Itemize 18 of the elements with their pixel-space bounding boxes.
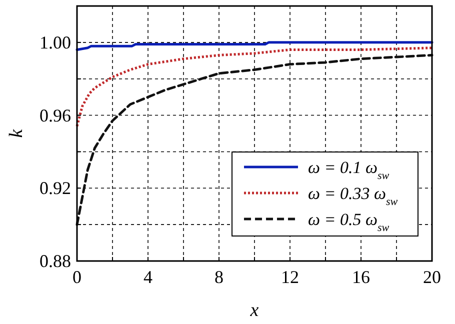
- y-tick-label: 0.88: [40, 251, 71, 271]
- y-tick-label: 0.96: [40, 105, 71, 126]
- x-tick-label: 20: [423, 267, 441, 287]
- x-tick-label: 8: [214, 267, 224, 287]
- y-axis-title: k: [6, 128, 27, 138]
- x-axis-title: x: [249, 300, 260, 321]
- legend-label: ω = 0.5 ω$_{sw}$: [308, 210, 390, 234]
- x-tick-label: 12: [281, 267, 299, 287]
- line-series: [76, 41, 434, 51]
- x-tick-label: 4: [144, 267, 152, 287]
- x-tick-label: 16: [352, 267, 370, 287]
- line-series: [76, 46, 434, 128]
- x-tick-label: 0: [72, 267, 82, 287]
- line-series: [76, 54, 434, 226]
- y-tick-label: 1.00: [40, 32, 71, 52]
- legend-label: ω = 0.1 ω$_{sw}$: [308, 158, 390, 182]
- legend-label: ω = 0.33 ω$_{sw}$: [308, 184, 398, 208]
- y-tick-label: 0.92: [40, 178, 71, 198]
